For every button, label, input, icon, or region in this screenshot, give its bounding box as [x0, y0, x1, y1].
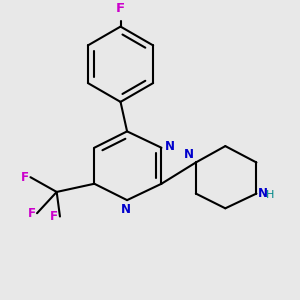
Text: F: F [116, 2, 125, 15]
Text: H: H [266, 190, 274, 200]
Text: N: N [120, 203, 130, 216]
Text: F: F [50, 210, 58, 223]
Text: F: F [27, 207, 35, 220]
Text: N: N [184, 148, 194, 161]
Text: N: N [165, 140, 175, 153]
Text: N: N [258, 187, 268, 200]
Text: F: F [21, 171, 29, 184]
